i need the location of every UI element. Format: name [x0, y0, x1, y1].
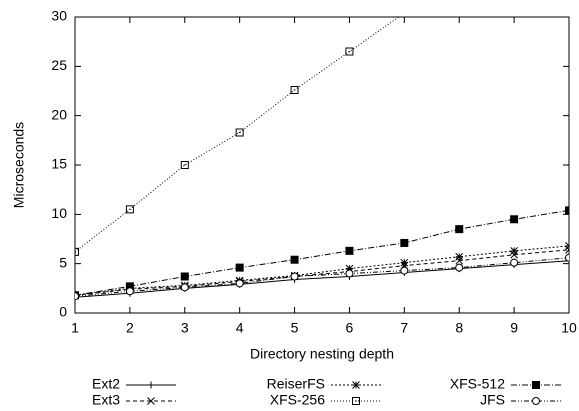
marker — [400, 258, 409, 267]
marker — [290, 86, 299, 95]
marker — [455, 252, 464, 261]
x-axis-label: Directory nesting depth — [250, 346, 394, 362]
y-tick-label: 30 — [51, 8, 67, 24]
marker — [510, 246, 518, 255]
x-tick-label: 9 — [510, 320, 518, 336]
y-axis-label: Microseconds — [11, 122, 27, 208]
legend-label: XFS-256 — [270, 392, 325, 408]
marker — [565, 206, 569, 215]
marker — [400, 238, 409, 247]
y-tick-label: 15 — [51, 156, 67, 172]
marker — [345, 264, 354, 273]
marker — [147, 397, 155, 405]
marker — [290, 272, 299, 281]
x-tick-label: 6 — [346, 320, 354, 336]
marker — [400, 17, 409, 18]
marker — [235, 128, 244, 137]
legend-label: Ext2 — [92, 376, 120, 392]
legend-label: Ext3 — [92, 392, 120, 408]
marker — [345, 47, 354, 56]
series-line — [75, 257, 569, 297]
y-tick-label: 0 — [59, 304, 67, 320]
series-line — [75, 245, 569, 296]
marker — [352, 381, 360, 389]
legend-label: JFS — [480, 392, 505, 408]
marker — [345, 269, 354, 278]
marker — [565, 242, 569, 250]
plot-border — [74, 16, 570, 314]
x-tick-label: 8 — [455, 320, 463, 336]
marker — [75, 292, 79, 301]
marker — [290, 255, 299, 264]
series-line — [75, 249, 569, 296]
legend-label: XFS-512 — [450, 376, 505, 392]
x-tick-label: 4 — [236, 320, 244, 336]
marker — [235, 279, 244, 288]
marker — [125, 287, 134, 296]
marker — [180, 283, 189, 292]
marker — [455, 225, 464, 234]
marker — [455, 263, 464, 272]
x-tick-label: 3 — [181, 320, 189, 336]
marker — [400, 266, 409, 275]
marker — [510, 258, 519, 267]
marker — [565, 253, 569, 262]
marker — [125, 205, 134, 214]
x-tick-label: 7 — [400, 320, 408, 336]
marker — [532, 381, 540, 389]
marker — [345, 246, 354, 255]
marker — [352, 397, 360, 405]
marker — [510, 215, 519, 224]
x-tick-label: 1 — [71, 320, 79, 336]
series-line — [75, 260, 569, 298]
marker — [565, 245, 569, 254]
marker — [180, 272, 189, 281]
marker — [147, 381, 155, 389]
y-tick-label: 10 — [51, 205, 67, 221]
legend-label: ReiserFS — [267, 376, 325, 392]
plot-area — [75, 17, 569, 301]
x-tick-label: 10 — [561, 320, 577, 336]
marker — [455, 256, 464, 265]
x-tick-label: 5 — [291, 320, 299, 336]
marker — [75, 247, 79, 256]
marker — [180, 161, 189, 169]
series-line — [75, 209, 569, 296]
y-tick-label: 5 — [59, 254, 67, 270]
y-tick-label: 20 — [51, 106, 67, 122]
x-tick-label: 2 — [126, 320, 134, 336]
marker — [532, 397, 540, 405]
y-tick-label: 25 — [51, 57, 67, 73]
marker — [510, 250, 518, 259]
marker — [235, 263, 244, 272]
